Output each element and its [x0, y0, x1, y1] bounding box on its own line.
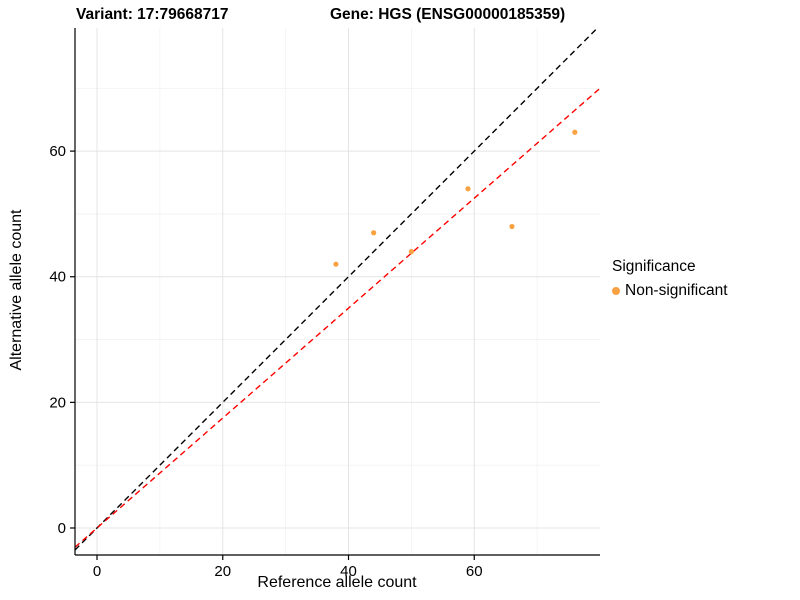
gene-title: Gene: HGS (ENSG00000185359) [330, 6, 566, 23]
data-point [408, 249, 414, 255]
legend-item-label: Non-significant [625, 282, 728, 299]
y-tick-label: 40 [49, 269, 66, 286]
non-significant-dot-icon [612, 287, 620, 295]
x-tick-label: 20 [214, 563, 231, 580]
legend-item-non-significant: Non-significant [612, 282, 728, 300]
x-axis-label: Reference allele count [257, 574, 417, 591]
x-tick-label: 40 [340, 563, 357, 580]
data-point [509, 223, 515, 230]
data-point [572, 129, 578, 135]
data-point [465, 186, 471, 192]
legend-title: Significance [612, 258, 696, 275]
fit-line [75, 87, 600, 548]
y-axis-label: Alternative allele count [8, 209, 25, 371]
data-point [333, 261, 339, 267]
legend: Significance Non-significant [612, 258, 728, 300]
y-tick-label: 0 [58, 520, 66, 537]
data-point [371, 230, 377, 236]
y-tick-label: 60 [49, 143, 66, 160]
x-tick-label: 60 [466, 563, 483, 580]
x-tick-label: 0 [93, 563, 101, 580]
identity-line [75, 28, 599, 551]
variant-title: Variant: 17:79668717 [76, 6, 229, 23]
y-tick-label: 20 [49, 394, 66, 411]
